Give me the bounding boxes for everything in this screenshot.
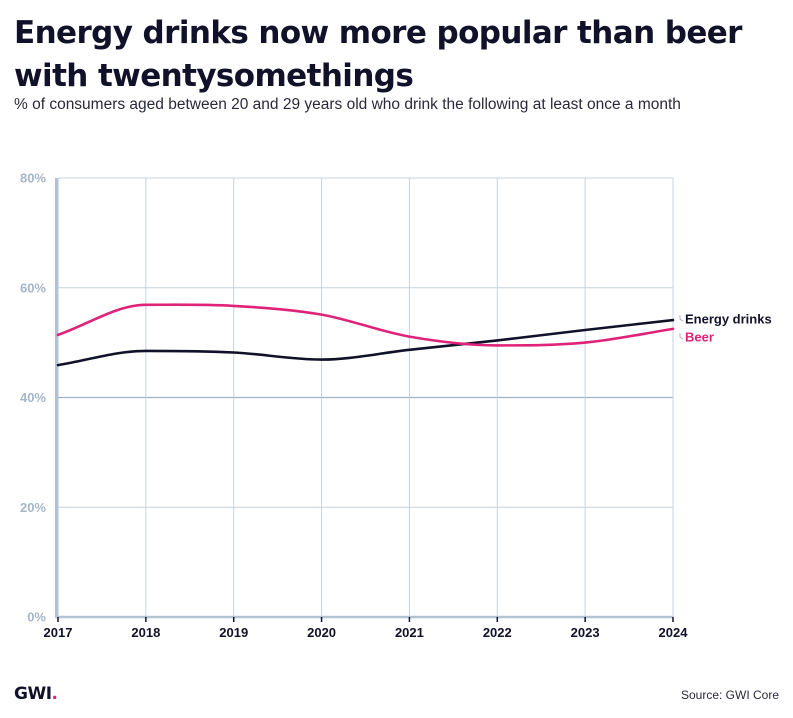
chart-axes [55,178,674,622]
series-line-beer [56,303,675,347]
y-tick-label-60: 60% [20,280,46,295]
x-tick-label-2019: 2019 [219,625,248,640]
series-end-label-energy-drinks: Energy drinks [685,312,772,327]
series-end-label-beer: Beer [685,330,714,345]
x-tick-label-2022: 2022 [483,625,512,640]
label-connector-beer [679,333,684,340]
chart-title: Energy drinks now more popular than beer… [14,15,742,94]
chart-subtitle: % of consumers aged between 20 and 29 ye… [14,96,681,113]
chart-series [56,303,675,367]
x-tick-label-2023: 2023 [571,625,600,640]
chart-grid [58,177,674,617]
y-tick-label-20: 20% [20,500,46,515]
y-axis [55,178,59,617]
y-tick-label-80: 80% [20,171,46,186]
label-connector-energy-drinks [679,315,684,322]
logo-text: GWI [14,684,52,704]
chart-tick-labels: 0% 20% 40% 60% 80% 2017 2018 2019 2020 2021 2022 20… [20,171,688,641]
series-end-labels: Energy drinks Beer [679,312,772,345]
series-line-energy-drinks [56,318,675,367]
x-tick-label-2020: 2020 [307,625,336,640]
x-tick-label-2017: 2017 [44,625,73,640]
x-tick-label-2018: 2018 [131,625,160,640]
source-note: Source: GWI Core [680,688,779,702]
logo-dot: . [51,684,58,704]
y-tick-label-0: 0% [27,610,46,625]
x-tick-label-2024: 2024 [659,625,689,640]
y-tick-label-40: 40% [20,390,46,405]
x-tick-label-2021: 2021 [395,625,424,640]
gwi-logo: GWI. [14,684,58,704]
